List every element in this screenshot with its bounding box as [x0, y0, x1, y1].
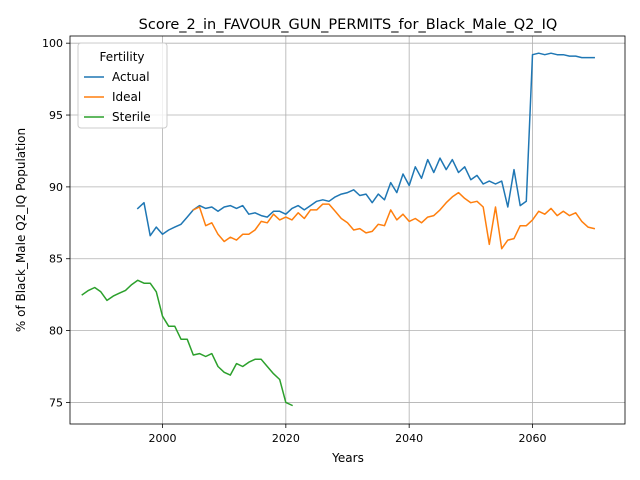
x-axis-label: Years [331, 451, 364, 465]
y-tick-label: 90 [49, 181, 63, 194]
series-line-actual [136, 52, 595, 237]
legend: Fertility Actual Ideal Sterile [77, 42, 168, 129]
plot-frame [69, 35, 626, 425]
x-tick-label: 2040 [395, 432, 423, 445]
y-tick-label: 85 [49, 253, 63, 266]
y-tick-label: 75 [49, 396, 63, 409]
x-tick-label: 2060 [519, 432, 547, 445]
legend-label-sterile: Sterile [112, 110, 151, 124]
series-line-ideal [192, 191, 596, 250]
legend-items: Actual Ideal Sterile [84, 70, 151, 124]
x-tick-label: 2020 [272, 432, 300, 445]
legend-box [77, 42, 168, 129]
y-tick-label: 80 [49, 325, 63, 338]
series-lines [81, 52, 596, 407]
legend-label-actual: Actual [112, 70, 150, 84]
y-tick-label: 100 [42, 37, 63, 50]
x-tick-label: 2000 [149, 432, 177, 445]
x-axis: 2000 2020 2040 2060 [149, 424, 547, 445]
legend-title: Fertility [99, 50, 144, 64]
legend-label-ideal: Ideal [112, 90, 141, 104]
y-tick-label: 95 [49, 109, 63, 122]
chart-title: Score_2_in_FAVOUR_GUN_PERMITS_for_Black_… [139, 17, 558, 33]
series-line-sterile [81, 279, 293, 407]
y-axis: 75 80 85 90 95 100 [42, 37, 70, 409]
y-axis-label: % of Black_Male Q2_IQ Population [14, 128, 28, 332]
